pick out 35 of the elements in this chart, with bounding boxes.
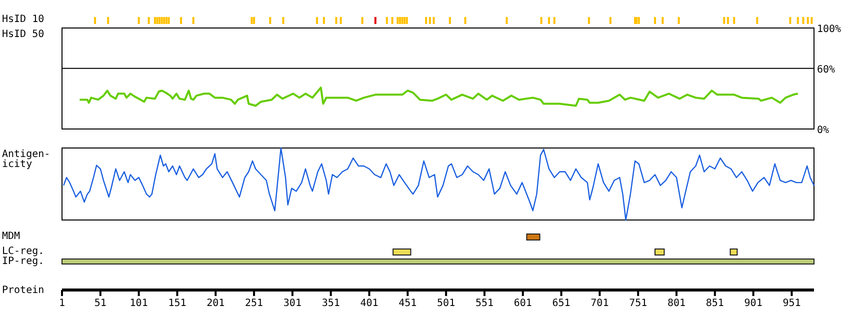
y-axis-title: HsID 10 <box>2 14 44 25</box>
y-tick-label: LC-reg. <box>2 246 44 257</box>
bar <box>654 248 665 256</box>
x-tick-label: 251 <box>245 298 264 309</box>
x-tick-label: 101 <box>130 298 148 309</box>
x-tick-label: 851 <box>706 298 724 309</box>
x-axis-title: Protein <box>2 285 44 296</box>
bar <box>730 248 738 256</box>
x-tick-label: 651 <box>552 298 570 309</box>
x-tick-label: 51 <box>94 298 106 309</box>
bar <box>526 234 540 240</box>
x-tick-label: 701 <box>590 298 609 309</box>
x-tick-label: 901 <box>744 298 762 309</box>
x-tick-label: 751 <box>629 298 648 309</box>
y-axis-title: HsID 50 <box>2 29 44 40</box>
y-tick-label: IP-reg. <box>2 256 44 267</box>
y-tick-label: 0% <box>817 125 830 136</box>
x-tick-label: 601 <box>514 298 532 309</box>
x-tick-label: 201 <box>206 298 225 309</box>
x-tick-label: 801 <box>667 298 686 309</box>
x-tick-label: 301 <box>283 298 302 309</box>
x-tick-label: 401 <box>360 298 378 309</box>
y-tick-label: MDM <box>2 231 20 242</box>
x-tick-label: 151 <box>168 298 186 309</box>
line-series <box>78 86 799 107</box>
x-tick-label: 501 <box>437 298 456 309</box>
y-axis-title: Antigen-icity <box>2 149 50 170</box>
x-tick-label: 1 <box>58 298 66 309</box>
x-tick-label: 551 <box>475 298 494 309</box>
x-tick-label: 351 <box>322 298 340 309</box>
x-tick-label: 451 <box>398 298 417 309</box>
x-tick-label: 951 <box>782 298 801 309</box>
bar <box>62 258 814 264</box>
y-tick-label: 60% <box>817 64 836 76</box>
y-tick-label: 100% <box>817 24 842 35</box>
